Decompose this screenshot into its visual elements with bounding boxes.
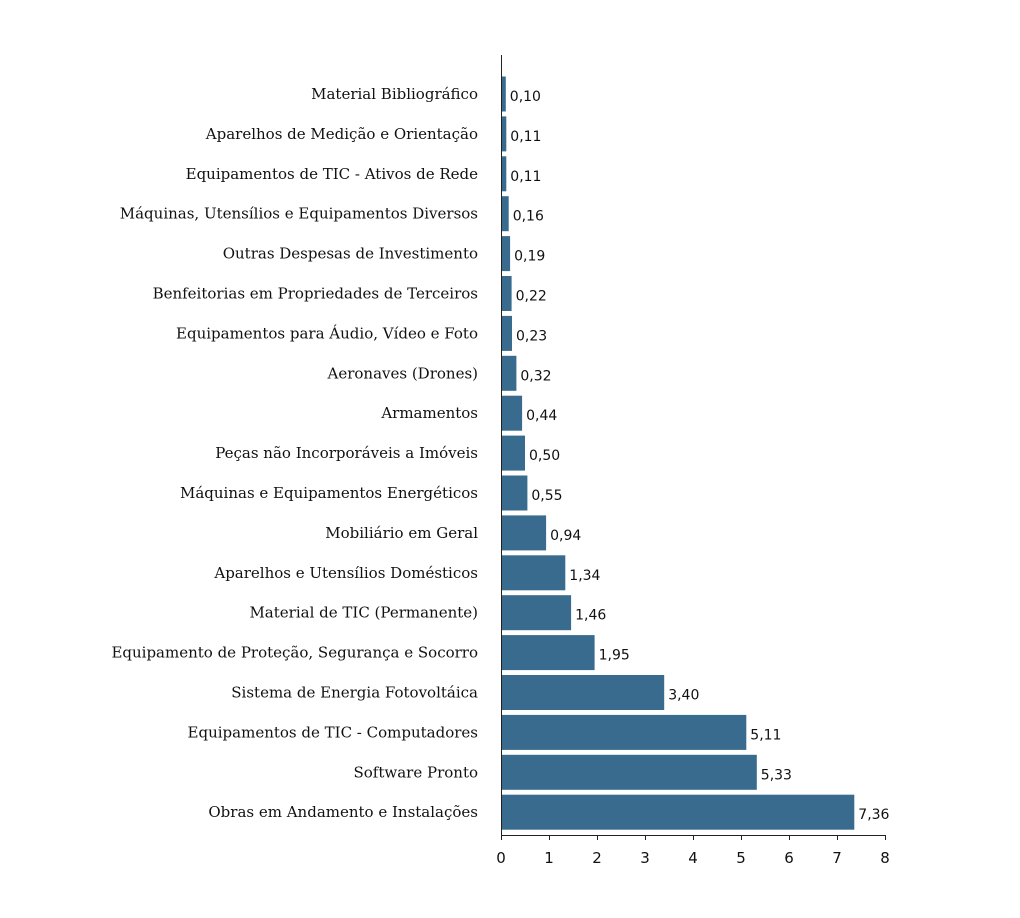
x-tick-label: 7 xyxy=(832,849,842,867)
category-label: Equipamentos de TIC - Computadores xyxy=(188,723,478,741)
value-label: 0,11 xyxy=(510,129,541,145)
category-label: Máquinas, Utensílios e Equipamentos Dive… xyxy=(120,205,478,223)
bar xyxy=(501,76,506,112)
bar xyxy=(501,276,512,311)
value-label: 3,40 xyxy=(668,688,699,704)
x-tick-label: 6 xyxy=(784,849,794,867)
bar xyxy=(501,714,747,750)
category-label: Obras em Andamento e Instalações xyxy=(208,803,478,821)
value-label: 7,36 xyxy=(858,807,889,823)
bar xyxy=(501,435,525,471)
value-label: 0,50 xyxy=(529,448,560,464)
value-label: 1,34 xyxy=(569,568,600,584)
value-label: 5,33 xyxy=(761,767,792,783)
bar xyxy=(501,395,523,431)
bar xyxy=(501,355,517,391)
bar xyxy=(501,555,566,591)
value-label: 1,46 xyxy=(575,608,606,624)
x-tick-label: 1 xyxy=(544,849,554,867)
category-label: Software Pronto xyxy=(354,763,479,781)
value-label: 1,95 xyxy=(599,648,630,664)
bar xyxy=(501,236,511,272)
x-tick-label: 5 xyxy=(736,849,746,867)
bar xyxy=(501,315,512,351)
value-label: 0,44 xyxy=(526,408,557,424)
category-label: Aparelhos e Utensílios Domésticos xyxy=(213,564,478,582)
category-label: Sistema de Energia Fotovoltáica xyxy=(231,684,478,702)
x-tick-label: 4 xyxy=(688,849,698,867)
value-label: 0,16 xyxy=(513,209,544,225)
value-label: 0,55 xyxy=(531,488,562,504)
bar xyxy=(501,515,547,551)
value-label: 0,10 xyxy=(510,89,541,105)
value-label: 0,23 xyxy=(516,328,547,344)
bar xyxy=(501,635,595,671)
x-tick-label: 2 xyxy=(592,849,602,867)
category-label: Armamentos xyxy=(380,404,478,422)
bar xyxy=(501,754,757,790)
category-label: Equipamento de Proteção, Segurança e Soc… xyxy=(111,644,478,662)
value-label: 5,11 xyxy=(750,727,781,743)
category-label: Equipamentos de TIC - Ativos de Rede xyxy=(186,165,478,183)
value-label: 0,22 xyxy=(516,289,547,305)
bar xyxy=(501,196,509,232)
category-label: Material de TIC (Permanente) xyxy=(249,604,478,622)
bar xyxy=(501,475,528,511)
category-label: Benfeitorias em Propriedades de Terceiro… xyxy=(153,285,478,303)
value-label: 0,94 xyxy=(550,528,581,544)
bar xyxy=(501,675,665,710)
category-label: Material Bibliográfico xyxy=(311,85,478,103)
category-label: Máquinas e Equipamentos Energéticos xyxy=(180,484,478,502)
bar xyxy=(501,156,507,192)
category-label: Mobiliário em Geral xyxy=(325,524,478,542)
value-label: 0,11 xyxy=(510,169,541,185)
x-tick-label: 0 xyxy=(496,849,506,867)
x-tick-label: 3 xyxy=(640,849,650,867)
bar xyxy=(501,116,507,152)
value-label: 0,32 xyxy=(520,368,551,384)
category-label: Aparelhos de Medição e Orientação xyxy=(205,125,478,143)
category-label: Outras Despesas de Investimento xyxy=(223,245,478,263)
bar xyxy=(501,794,855,830)
category-label: Peças não Incorporáveis a Imóveis xyxy=(215,444,478,462)
bar xyxy=(501,595,572,631)
category-label: Aeronaves (Drones) xyxy=(327,364,479,382)
category-label: Equipamentos para Áudio, Vídeo e Foto xyxy=(176,324,478,342)
x-tick-label: 8 xyxy=(880,849,890,867)
value-label: 0,19 xyxy=(514,249,545,265)
